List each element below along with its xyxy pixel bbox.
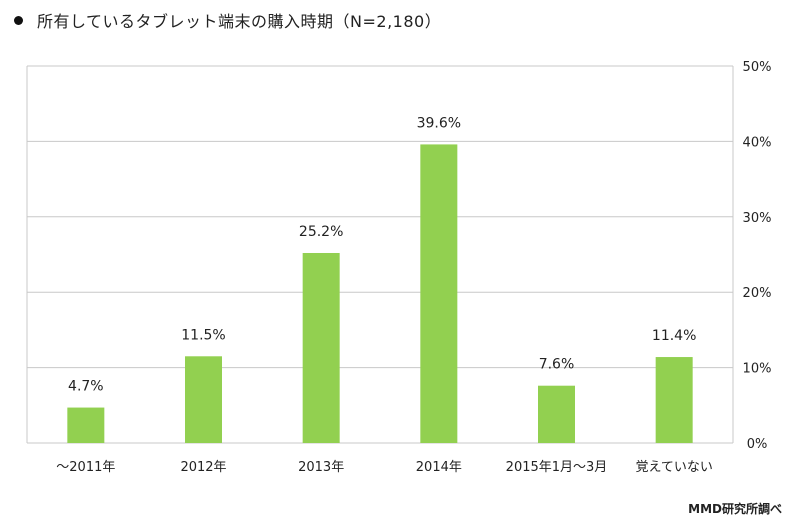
bullet-icon [14, 15, 23, 25]
x-tick-label: 2015年1月～3月 [506, 460, 608, 475]
y-tick-label: 50% [743, 60, 772, 75]
chart-title-row: 所有しているタブレット端末の購入時期（N=2,180） [14, 8, 441, 32]
source-credit: MMD研究所調べ [688, 502, 782, 516]
bar [420, 144, 458, 443]
bar [538, 385, 575, 443]
data-label: 7.6% [539, 357, 575, 373]
bar [185, 356, 222, 443]
y-tick-label: 30% [743, 211, 772, 226]
chart-title: 所有しているタブレット端末の購入時期（N=2,180） [37, 12, 442, 31]
bar [655, 357, 693, 443]
x-tick-label: 2014年 [416, 460, 462, 475]
x-tick-label: 2013年 [298, 460, 344, 475]
x-tick-label: 2012年 [180, 460, 226, 475]
x-tick-label: ～2011年 [56, 460, 115, 475]
data-label: 25.2% [299, 224, 343, 240]
bar [302, 252, 340, 443]
data-label: 4.7% [68, 379, 104, 395]
data-label: 11.4% [652, 328, 696, 344]
y-tick-label: 40% [743, 135, 772, 150]
y-tick-label: 10% [743, 362, 772, 377]
x-tick-label: 覚えていない [635, 460, 712, 475]
bar [67, 407, 105, 443]
data-label: 39.6% [417, 115, 461, 131]
data-label: 11.5% [181, 327, 225, 343]
y-tick-label: 0% [747, 437, 768, 452]
y-tick-label: 20% [743, 286, 772, 301]
